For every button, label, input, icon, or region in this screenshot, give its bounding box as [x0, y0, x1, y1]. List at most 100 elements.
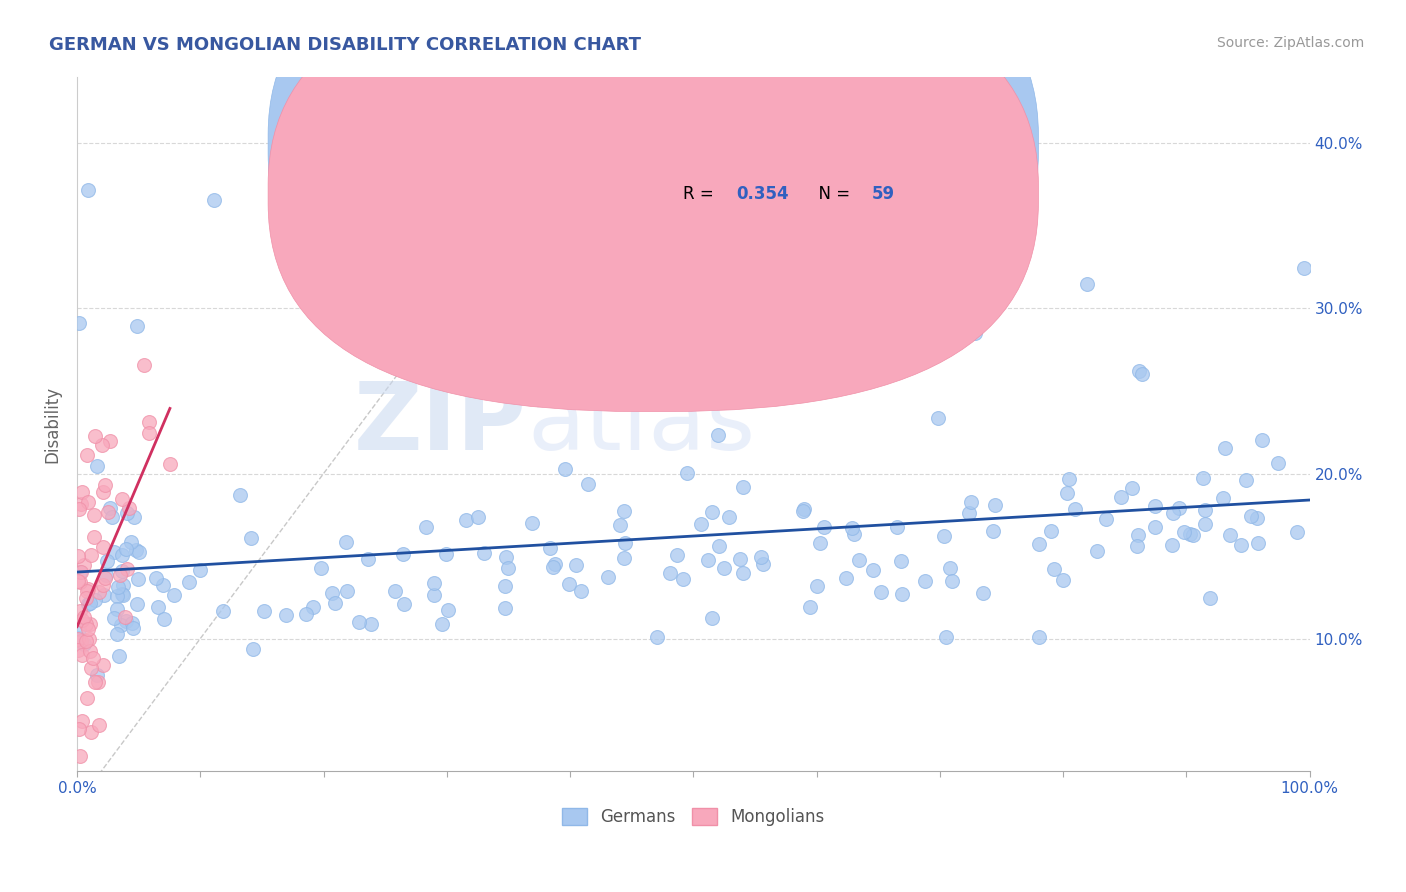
- Point: [1194, 516, 1216, 531]
- Point: [112, 588, 135, 602]
- Point: [111, 548, 134, 562]
- Text: 59: 59: [872, 185, 896, 202]
- Text: 184: 184: [872, 135, 907, 153]
- Point: [84, 429, 107, 443]
- Point: [114, 609, 136, 624]
- Point: [415, 520, 437, 534]
- Point: [125, 542, 148, 557]
- Point: [321, 586, 343, 600]
- Point: [111, 491, 134, 506]
- Point: [596, 570, 619, 584]
- Point: [336, 584, 359, 599]
- Point: [960, 495, 983, 509]
- Point: [69, 604, 91, 618]
- Legend: Germans, Mongolians: Germans, Mongolians: [555, 802, 831, 833]
- Point: [520, 516, 543, 531]
- Point: [253, 604, 276, 618]
- Point: [1192, 471, 1215, 485]
- Point: [91, 658, 114, 673]
- Point: [67, 632, 90, 646]
- Point: [73, 558, 96, 572]
- Point: [749, 549, 772, 564]
- Point: [94, 568, 117, 582]
- Point: [111, 587, 134, 601]
- Point: [79, 597, 101, 611]
- Point: [914, 574, 936, 589]
- Point: [145, 571, 167, 585]
- Point: [76, 584, 98, 599]
- Point: [392, 597, 415, 611]
- Point: [274, 607, 297, 622]
- Point: [938, 561, 960, 575]
- Point: [93, 484, 115, 499]
- Point: [1043, 562, 1066, 576]
- Point: [1109, 490, 1132, 504]
- Text: 0.197: 0.197: [737, 135, 789, 153]
- Point: [69, 565, 91, 579]
- Point: [927, 411, 949, 425]
- Point: [1028, 537, 1050, 551]
- Point: [1285, 525, 1308, 540]
- Point: [1194, 503, 1216, 517]
- Point: [612, 504, 634, 518]
- Point: [659, 566, 682, 580]
- Point: [67, 623, 90, 637]
- Point: [347, 615, 370, 629]
- Point: [67, 501, 90, 516]
- Point: [73, 610, 96, 624]
- Point: [614, 535, 637, 549]
- Point: [848, 553, 870, 567]
- Point: [890, 553, 912, 567]
- Point: [94, 570, 117, 584]
- Point: [467, 510, 489, 524]
- Point: [544, 557, 567, 571]
- Point: [707, 539, 730, 553]
- Point: [110, 618, 132, 632]
- Point: [957, 507, 980, 521]
- Point: [87, 585, 110, 599]
- Point: [70, 648, 93, 663]
- FancyBboxPatch shape: [269, 0, 1039, 411]
- Point: [67, 574, 90, 588]
- Point: [437, 602, 460, 616]
- Point: [97, 505, 120, 519]
- Point: [138, 425, 160, 440]
- Point: [665, 549, 688, 563]
- Point: [83, 675, 105, 690]
- Point: [153, 612, 176, 626]
- Point: [1095, 512, 1118, 526]
- Point: [177, 574, 200, 589]
- Text: GERMAN VS MONGOLIAN DISABILITY CORRELATION CHART: GERMAN VS MONGOLIAN DISABILITY CORRELATI…: [49, 36, 641, 54]
- Point: [967, 304, 990, 318]
- Point: [70, 565, 93, 579]
- Point: [1230, 538, 1253, 552]
- Point: [886, 520, 908, 534]
- Point: [118, 500, 141, 515]
- Point: [111, 564, 134, 578]
- Point: [91, 438, 114, 452]
- Point: [472, 546, 495, 560]
- Point: [70, 497, 93, 511]
- Point: [713, 561, 735, 575]
- Point: [1240, 508, 1263, 523]
- Point: [1181, 527, 1204, 541]
- Point: [128, 545, 150, 559]
- Point: [454, 513, 477, 527]
- Point: [69, 748, 91, 763]
- Point: [1125, 539, 1147, 553]
- Point: [98, 434, 121, 448]
- Point: [1161, 506, 1184, 520]
- Point: [870, 584, 893, 599]
- Point: [793, 502, 815, 516]
- Point: [558, 577, 581, 591]
- Point: [66, 631, 89, 645]
- Point: [430, 616, 453, 631]
- Point: [75, 617, 97, 632]
- Point: [110, 568, 132, 582]
- Point: [72, 637, 94, 651]
- Point: [132, 358, 155, 372]
- Point: [806, 579, 828, 593]
- Point: [1247, 536, 1270, 550]
- Point: [707, 428, 730, 442]
- Point: [86, 458, 108, 473]
